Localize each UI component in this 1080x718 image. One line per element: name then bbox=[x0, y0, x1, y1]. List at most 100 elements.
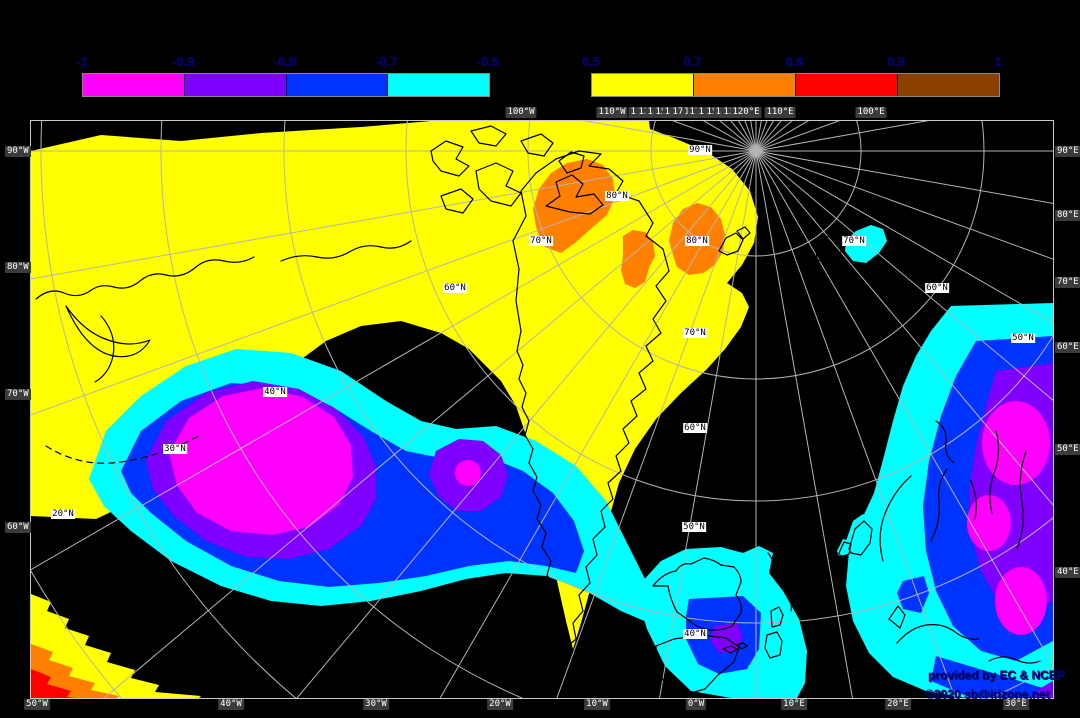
map-graticule bbox=[31, 121, 1053, 698]
region-atlantic-magenta-core bbox=[169, 388, 353, 535]
graticule-label: 60°N bbox=[683, 423, 707, 433]
credit-line-1: provided by EC & NCEP bbox=[928, 668, 1065, 682]
region-corner-red bbox=[31, 669, 75, 698]
edge-label-right: 40°E bbox=[1055, 567, 1080, 578]
coast-ellesmere bbox=[545, 151, 604, 215]
graticule-meridian bbox=[755, 150, 1053, 667]
edge-label-right: 60°E bbox=[1055, 342, 1080, 353]
edge-label-top: 100°E bbox=[855, 107, 887, 118]
edge-label-bottom: 10°E bbox=[781, 699, 807, 710]
graticule-meridian bbox=[755, 150, 1053, 506]
graticule-label: 50°N bbox=[1011, 333, 1035, 343]
graticule-meridian bbox=[755, 150, 1053, 401]
colorbar-positive-segment-brown bbox=[898, 74, 999, 96]
coast-bothnia bbox=[930, 468, 948, 542]
graticule-parallel bbox=[405, 121, 1053, 502]
edge-label-top: 110°W bbox=[596, 107, 628, 118]
graticule-parallel bbox=[40, 121, 297, 698]
graticule-meridian bbox=[31, 150, 757, 416]
graticule-meridian bbox=[659, 150, 757, 698]
colorbar-positive-tick-label: 0.9 bbox=[887, 54, 906, 69]
region-east-magenta-2 bbox=[967, 495, 1011, 551]
region-arctic-orange-1 bbox=[533, 159, 615, 253]
colorbar-positive-segment-orange bbox=[694, 74, 796, 96]
coast-canadian-arctic bbox=[430, 125, 554, 214]
colorbar-positive-tick-label: 0.5 bbox=[581, 54, 601, 69]
region-corner-yellow bbox=[31, 594, 201, 698]
region-corner-orange bbox=[31, 644, 119, 698]
colorbar-negative-segment-magenta bbox=[83, 74, 185, 96]
colorbar-positive-segment-yellow bbox=[592, 74, 694, 96]
colorbar-negative-tick-label: -0.9 bbox=[172, 54, 195, 69]
graticule-label: 70°N bbox=[683, 328, 707, 338]
graticule-label: 80°N bbox=[605, 191, 629, 201]
edge-label-left: 70°W bbox=[5, 389, 31, 400]
edge-label-left: 90°W bbox=[5, 146, 31, 157]
graticule-label: 60°N bbox=[443, 283, 467, 293]
colorbar-negative-tick-label: -1 bbox=[76, 54, 88, 69]
colorbar-positive-tick-label: 0.8 bbox=[785, 54, 804, 69]
graticule-label: 50°N bbox=[682, 522, 706, 532]
credit-line-2: ©2020 sb@irizone.net bbox=[925, 687, 1050, 701]
colorbar-negative-segment-blue bbox=[286, 74, 389, 96]
edge-label-right: 50°E bbox=[1055, 444, 1080, 455]
graticule-meridian bbox=[439, 150, 757, 698]
coast-balearics bbox=[722, 642, 748, 654]
graticule-meridian bbox=[755, 150, 1053, 204]
map-regions bbox=[31, 121, 1053, 698]
coast-okhotsk bbox=[65, 305, 151, 383]
graticule-parallel bbox=[650, 121, 862, 257]
edge-label-right: 90°E bbox=[1055, 146, 1080, 157]
colorbar-positive-segment-red bbox=[796, 74, 898, 96]
colorbar-negative-segment-cyan bbox=[388, 74, 489, 96]
colorbar-positive-tick-label: 0.7 bbox=[683, 54, 702, 69]
region-arctic-orange-2 bbox=[621, 230, 655, 288]
coast-italy bbox=[767, 552, 792, 612]
graticule-meridian bbox=[755, 150, 853, 698]
graticule-label: 20°N bbox=[51, 509, 75, 519]
coast-france bbox=[652, 557, 743, 631]
coast-denmark-baltic bbox=[888, 605, 980, 644]
edge-label-left: 80°W bbox=[5, 262, 31, 273]
graticule-label: 60°N bbox=[925, 283, 949, 293]
coast-north-america bbox=[280, 240, 412, 262]
edge-label-bottom: 20°W bbox=[487, 699, 513, 710]
region-east-magenta-3 bbox=[995, 567, 1047, 635]
graticule-label: 40°N bbox=[683, 629, 707, 639]
coast-svalbard bbox=[718, 226, 751, 256]
graticule-label: 40°N bbox=[263, 387, 287, 397]
edge-label-right: 70°E bbox=[1055, 277, 1080, 288]
graticule-meridian bbox=[296, 150, 757, 698]
colorbar-negative-tick-label: -0.5 bbox=[476, 54, 500, 69]
map-svg bbox=[31, 121, 1053, 698]
coast-siberia bbox=[35, 256, 255, 300]
edge-label-bottom: 40°W bbox=[218, 699, 244, 710]
coast-corsica-sardinia bbox=[764, 606, 784, 659]
edge-label-right: 80°E bbox=[1055, 210, 1080, 221]
graticule-label: 70°N bbox=[842, 236, 866, 246]
colorbar-positive-tick-label: 1 bbox=[994, 54, 1002, 69]
region-corner-purple bbox=[1031, 681, 1053, 698]
graticule-parallel bbox=[160, 121, 1053, 698]
edge-label-bottom: 0°W bbox=[685, 699, 707, 710]
graticule-meridian bbox=[31, 150, 757, 571]
coast-white-sea bbox=[935, 420, 955, 464]
edge-label-top: 110°E bbox=[764, 107, 796, 118]
graticule-meridian bbox=[31, 150, 757, 280]
graticule-label: 30°N bbox=[163, 444, 187, 454]
colorbar-negative bbox=[82, 73, 490, 97]
edge-label-bottom: 10°W bbox=[584, 699, 610, 710]
colorbar-positive bbox=[591, 73, 1000, 97]
graticule-label: 70°N bbox=[529, 236, 553, 246]
graticule-parallel bbox=[283, 121, 1053, 624]
edge-label-top: 120°E bbox=[730, 107, 762, 118]
graticule-meridian bbox=[755, 150, 956, 698]
edge-label-left: 60°W bbox=[5, 522, 31, 533]
edge-label-bottom: 30°E bbox=[1003, 699, 1029, 710]
colorbar-negative-segment-purple bbox=[184, 74, 287, 96]
coast-russian-rivers bbox=[970, 430, 1027, 549]
edge-label-bottom: 30°W bbox=[363, 699, 389, 710]
graticule-label: 80°N bbox=[685, 236, 709, 246]
region-atlantic-secondary-magenta bbox=[455, 460, 481, 486]
